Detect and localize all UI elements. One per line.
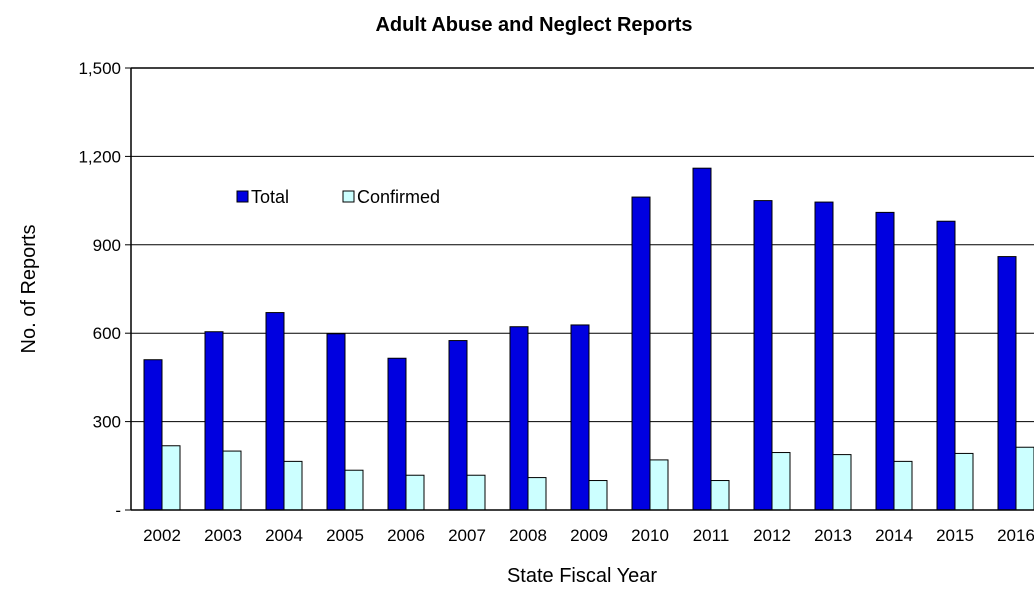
x-tick-label: 2007 bbox=[448, 526, 486, 545]
plot-frame bbox=[130, 67, 1034, 511]
x-tick-label: 2011 bbox=[693, 526, 730, 545]
bar-confirmed-2015 bbox=[954, 452, 974, 511]
y-tick-label: 1,200 bbox=[78, 147, 121, 166]
bar-total-2008 bbox=[509, 326, 529, 511]
bar-confirmed-2013 bbox=[832, 454, 852, 511]
bar-total-2007 bbox=[448, 340, 468, 511]
y-axis-ticks: - 300 600 900 1,200 1,500 bbox=[78, 59, 131, 520]
bar-total-2003 bbox=[204, 331, 224, 511]
bar-total-2004 bbox=[265, 312, 285, 511]
y-tick-label: 1,500 bbox=[78, 59, 121, 78]
bar-confirmed-2009 bbox=[588, 480, 608, 511]
bar-confirmed-2014 bbox=[893, 460, 913, 511]
bar-total-2012 bbox=[753, 200, 773, 511]
x-tick-label: 2013 bbox=[814, 526, 852, 545]
legend-swatch-total bbox=[236, 190, 249, 203]
x-tick-label: 2016 bbox=[997, 526, 1034, 545]
bar-confirmed-2004 bbox=[283, 460, 303, 511]
bar-total-2010 bbox=[631, 196, 651, 511]
chart-title: Adult Abuse and Neglect Reports bbox=[375, 14, 692, 36]
bar-confirmed-2010 bbox=[649, 459, 669, 511]
legend-label-confirmed: Confirmed bbox=[357, 187, 440, 207]
bar-total-2009 bbox=[570, 324, 590, 511]
bar-total-2015 bbox=[936, 220, 956, 511]
legend-label-total: Total bbox=[251, 187, 289, 207]
bar-total-2016 bbox=[997, 256, 1017, 511]
bar-total-2011 bbox=[692, 167, 712, 511]
bar-total-2013 bbox=[814, 201, 834, 511]
bar-total-2014 bbox=[875, 211, 895, 511]
bar-confirmed-2012 bbox=[771, 452, 791, 511]
bar-total-2006 bbox=[387, 357, 407, 511]
x-axis-label: State Fiscal Year bbox=[507, 565, 657, 587]
bar-confirmed-2016 bbox=[1015, 446, 1034, 511]
x-tick-label: 2006 bbox=[387, 526, 425, 545]
bar-confirmed-2003 bbox=[222, 450, 242, 511]
x-tick-label: 2009 bbox=[570, 526, 608, 545]
x-tick-label: 2003 bbox=[204, 526, 242, 545]
bar-total-2002 bbox=[143, 359, 163, 511]
legend-swatch-confirmed bbox=[342, 190, 355, 203]
bar-confirmed-2011 bbox=[710, 480, 730, 511]
bar-confirmed-2006 bbox=[405, 474, 425, 511]
bars bbox=[143, 167, 1034, 511]
x-tick-label: 2014 bbox=[875, 526, 913, 545]
x-axis-ticks: 2002 2003 2004 2005 2006 2007 2008 2009 2010 2011… bbox=[143, 526, 1034, 545]
x-tick-label: 2004 bbox=[265, 526, 303, 545]
y-axis-label: No. of Reports bbox=[18, 225, 40, 354]
bar-confirmed-2002 bbox=[161, 445, 181, 511]
y-tick-label: - bbox=[115, 501, 121, 520]
y-tick-label: 300 bbox=[93, 413, 121, 432]
x-tick-label: 2010 bbox=[631, 526, 669, 545]
legend: Total Confirmed bbox=[236, 187, 440, 207]
x-tick-label: 2008 bbox=[509, 526, 547, 545]
x-tick-label: 2002 bbox=[143, 526, 181, 545]
bar-confirmed-2008 bbox=[527, 477, 547, 511]
y-tick-label: 900 bbox=[93, 236, 121, 255]
x-tick-label: 2005 bbox=[326, 526, 364, 545]
bar-confirmed-2007 bbox=[466, 474, 486, 511]
bar-confirmed-2005 bbox=[344, 469, 364, 511]
x-tick-label: 2015 bbox=[936, 526, 974, 545]
y-tick-label: 600 bbox=[93, 324, 121, 343]
bar-total-2005 bbox=[326, 333, 346, 511]
x-tick-label: 2012 bbox=[753, 526, 791, 545]
